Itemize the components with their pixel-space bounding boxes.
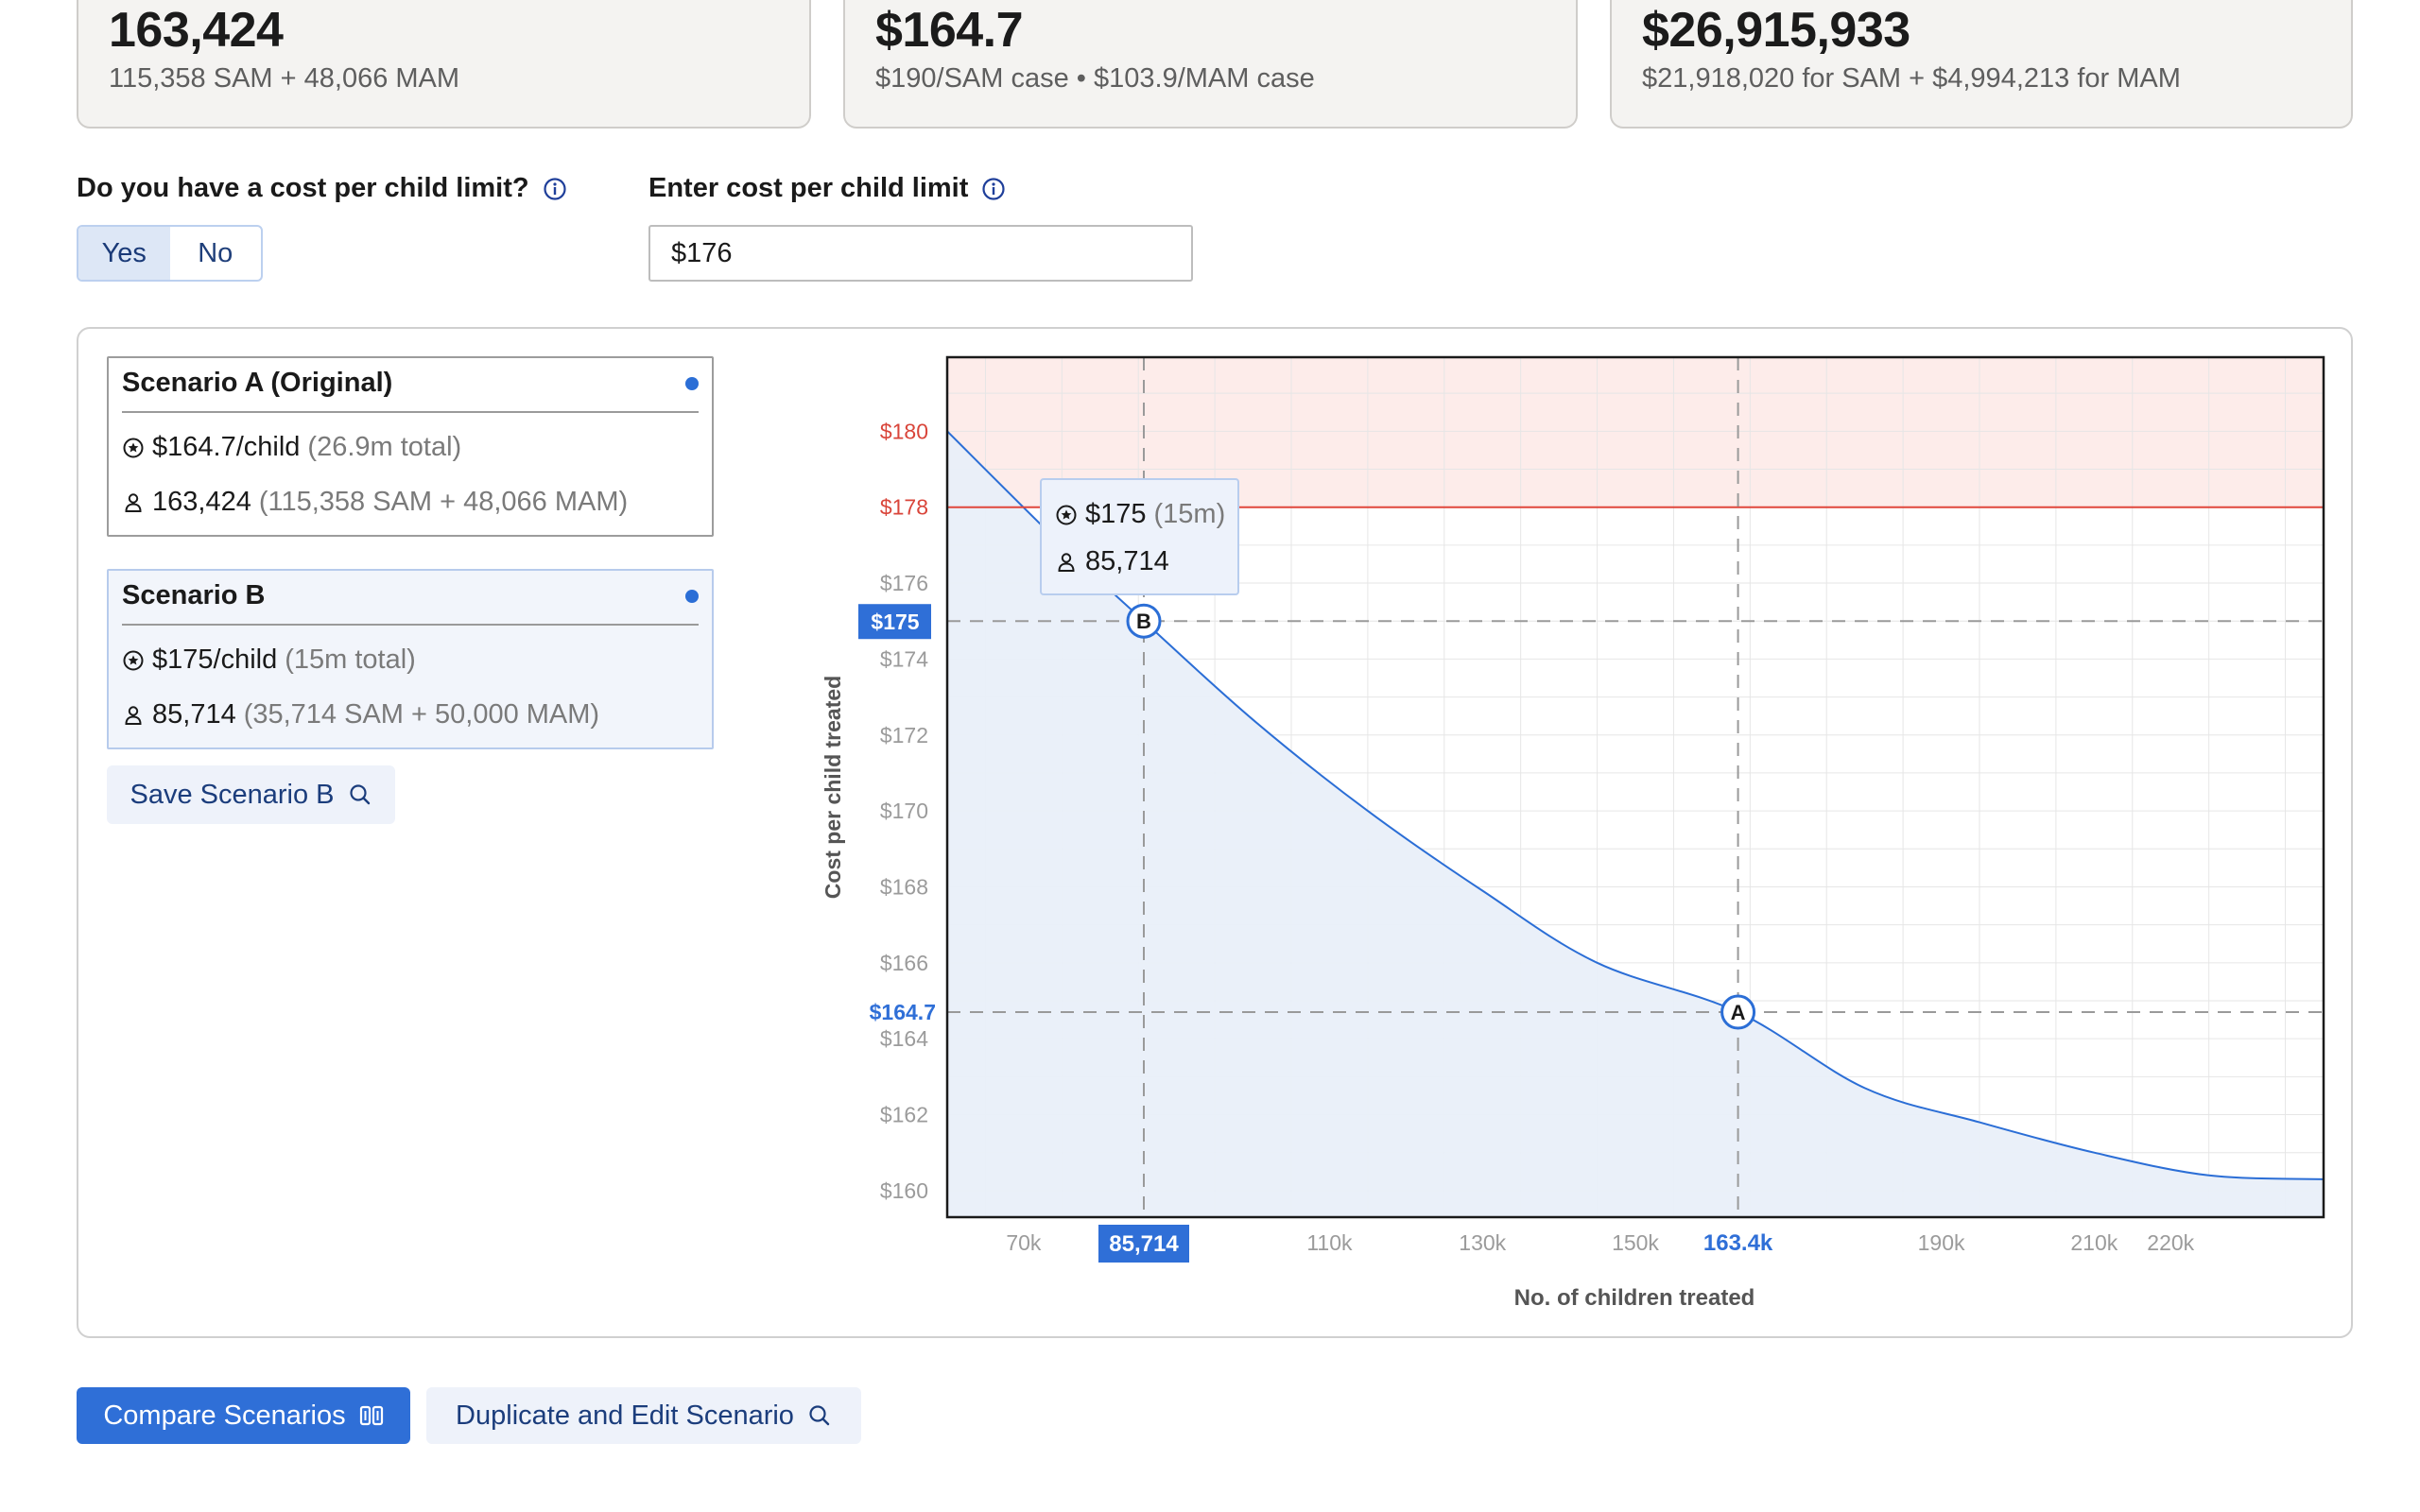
person-icon bbox=[125, 705, 142, 725]
scenario-b-cost-detail: (15m total) bbox=[285, 644, 416, 675]
compare-scenarios-button[interactable]: Compare Scenarios bbox=[77, 1387, 410, 1444]
coin-icon bbox=[123, 650, 144, 670]
limit-input-label-text: Enter cost per child limit bbox=[648, 173, 969, 203]
info-icon[interactable] bbox=[981, 177, 1006, 201]
scenario-a-cost: $164.7/child (26.9m total) bbox=[122, 432, 461, 463]
scenario-card-b[interactable]: Scenario B $175/child (15m total) 85,714… bbox=[107, 569, 714, 749]
duplicate-edit-scenario-button[interactable]: Duplicate and Edit Scenario bbox=[426, 1387, 861, 1444]
scenario-a-children-detail: (115,358 SAM + 48,066 MAM) bbox=[258, 487, 629, 517]
columns-icon bbox=[359, 1405, 383, 1426]
limit-toggle: Yes No bbox=[77, 225, 263, 282]
compare-scenarios-label: Compare Scenarios bbox=[103, 1400, 346, 1431]
scenario-a-children: 163,424 (115,358 SAM + 48,066 MAM) bbox=[122, 487, 628, 518]
info-icon[interactable] bbox=[543, 177, 567, 201]
scenario-b-indicator bbox=[685, 590, 699, 603]
stat-children-value: 163,424 bbox=[109, 3, 284, 58]
limit-question-label: Do you have a cost per child limit? bbox=[77, 173, 567, 204]
duplicate-icon bbox=[809, 1405, 830, 1426]
scenario-card-a[interactable]: Scenario A (Original) $164.7/child (26.9… bbox=[107, 356, 714, 537]
stat-card-children: 163,424 115,358 SAM + 48,066 MAM bbox=[77, 0, 811, 129]
limit-input-label: Enter cost per child limit bbox=[648, 173, 1006, 204]
stat-card-cost-per-child: $164.7 $190/SAM case • $103.9/MAM case bbox=[843, 0, 1578, 129]
scenario-b-children-value: 85,714 bbox=[152, 699, 236, 730]
tooltip-children: 85,714 bbox=[1085, 546, 1169, 576]
scenario-b-cost-value: $175/child bbox=[152, 644, 278, 675]
cost-limit-input[interactable]: $176 bbox=[648, 225, 1193, 282]
person-icon bbox=[1058, 552, 1075, 572]
save-scenario-b-button[interactable]: Save Scenario B bbox=[107, 765, 395, 824]
divider bbox=[122, 411, 699, 413]
tooltip-cost: $175 bbox=[1085, 499, 1147, 529]
chart-tooltip: $175 (15m) 85,714 bbox=[1040, 478, 1239, 595]
toggle-yes[interactable]: Yes bbox=[78, 227, 170, 280]
stat-cost-breakdown: $190/SAM case • $103.9/MAM case bbox=[875, 63, 1315, 94]
scenario-a-indicator bbox=[685, 377, 699, 390]
scenario-b-cost: $175/child (15m total) bbox=[122, 644, 416, 676]
coin-icon bbox=[123, 438, 144, 457]
stat-children-breakdown: 115,358 SAM + 48,066 MAM bbox=[109, 63, 460, 94]
stat-total-breakdown: $21,918,020 for SAM + $4,994,213 for MAM bbox=[1642, 63, 2181, 94]
divider bbox=[122, 624, 699, 626]
scenario-b-children: 85,714 (35,714 SAM + 50,000 MAM) bbox=[122, 699, 599, 730]
limit-question-text: Do you have a cost per child limit? bbox=[77, 173, 529, 203]
stat-total-value: $26,915,933 bbox=[1642, 3, 1910, 58]
tooltip-cost-detail: (15m) bbox=[1153, 499, 1226, 529]
stat-card-total-cost: $26,915,933 $21,918,020 for SAM + $4,994… bbox=[1610, 0, 2353, 129]
scenario-a-cost-detail: (26.9m total) bbox=[307, 432, 462, 462]
scenario-a-children-value: 163,424 bbox=[152, 487, 251, 517]
duplicate-edit-scenario-label: Duplicate and Edit Scenario bbox=[456, 1400, 794, 1431]
duplicate-icon bbox=[349, 784, 370, 805]
scenario-b-title: Scenario B bbox=[122, 580, 266, 610]
scenario-b-children-detail: (35,714 SAM + 50,000 MAM) bbox=[243, 699, 600, 730]
person-icon bbox=[125, 492, 142, 512]
stat-cost-value: $164.7 bbox=[875, 3, 1024, 58]
toggle-no[interactable]: No bbox=[198, 237, 233, 268]
scenario-a-cost-value: $164.7/child bbox=[152, 432, 301, 462]
scenario-a-title: Scenario A (Original) bbox=[122, 368, 393, 398]
coin-icon bbox=[1056, 505, 1077, 524]
save-scenario-b-label: Save Scenario B bbox=[130, 779, 335, 810]
